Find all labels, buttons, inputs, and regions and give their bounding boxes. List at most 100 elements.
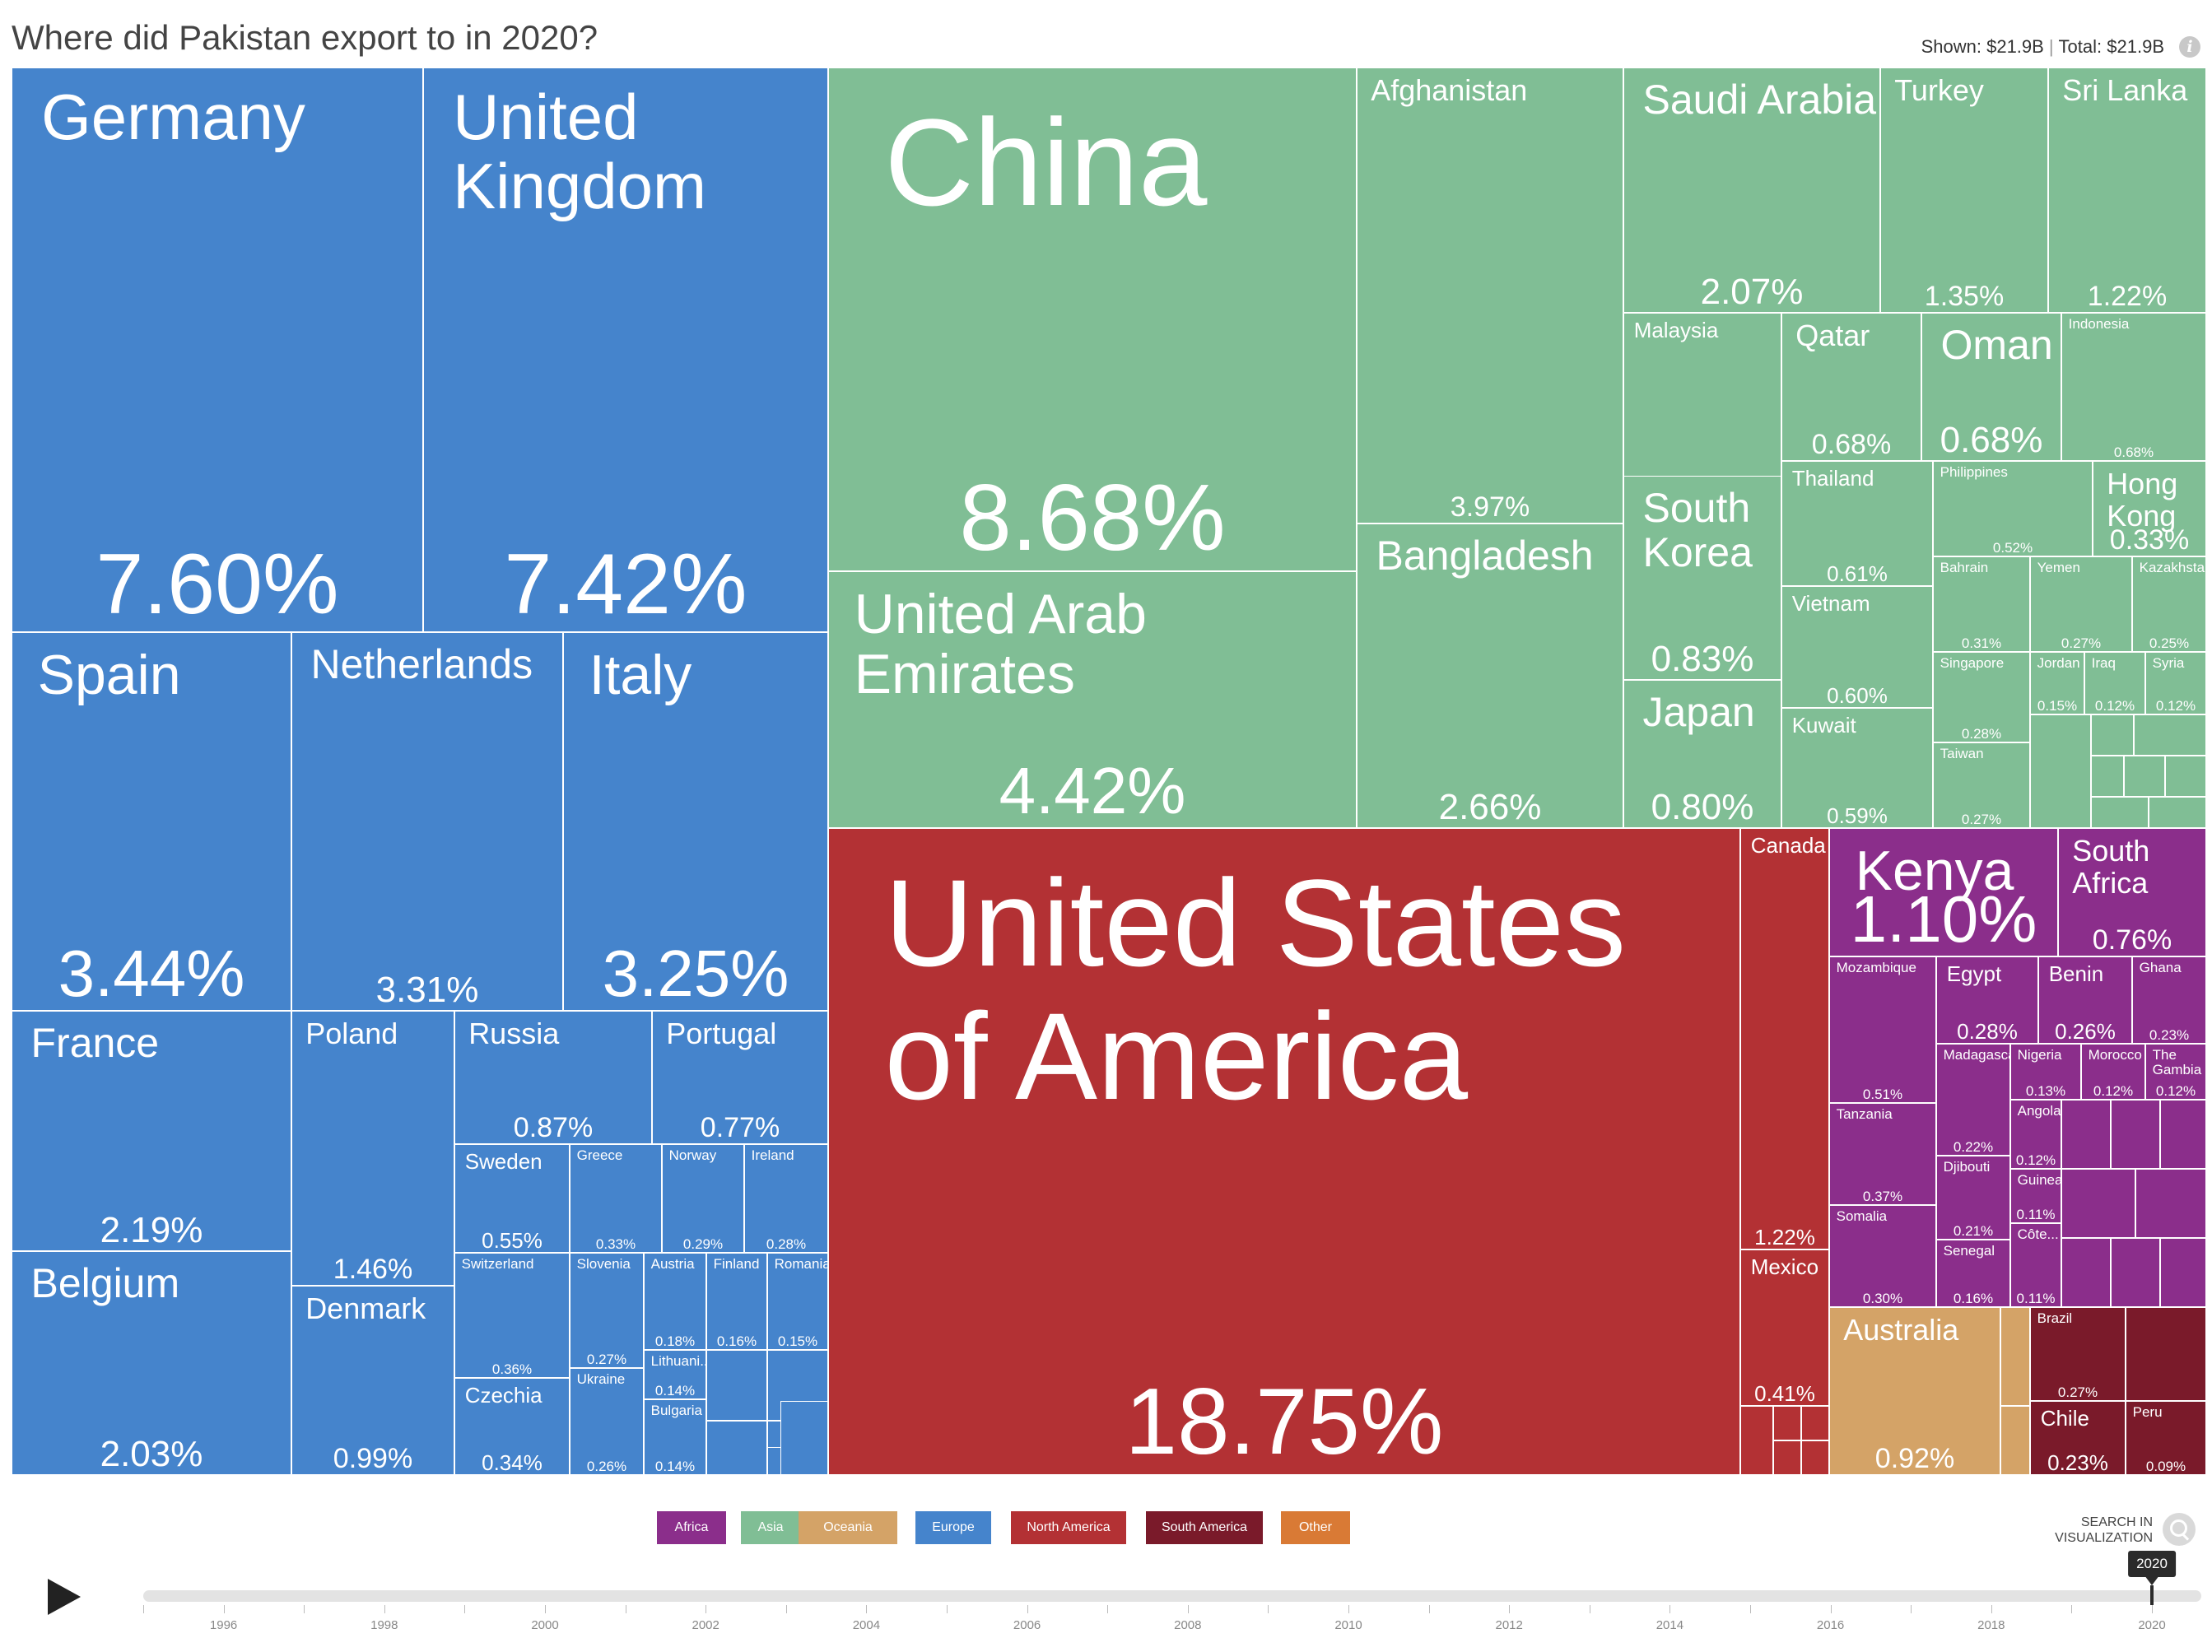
treemap-cell-minor[interactable] [2111, 1100, 2160, 1169]
treemap-cell-saudi-arabia[interactable]: Saudi Arabia 2.07% [1623, 67, 1880, 313]
timeline-year-label[interactable]: 2004 [852, 1618, 881, 1632]
treemap-cell-minor[interactable] [2135, 1169, 2206, 1238]
treemap-cell-italy[interactable]: Italy 3.25% [563, 632, 828, 1011]
treemap-cell-minor[interactable] [2126, 1307, 2206, 1401]
treemap-cell-jordan[interactable]: Jordan 0.15% [2030, 652, 2084, 714]
timeline-year-label[interactable]: 1998 [370, 1618, 398, 1632]
search-button[interactable] [2163, 1513, 2196, 1546]
treemap-cell-south-korea[interactable]: South Korea 0.83% [1623, 476, 1781, 680]
treemap-cell-united-kingdom[interactable]: United Kingdom 7.42% [423, 67, 828, 632]
timeline-handle[interactable] [2150, 1585, 2154, 1605]
treemap-cell-senegal[interactable]: Senegal 0.16% [1936, 1240, 2010, 1307]
treemap-cell-slovenia[interactable]: Slovenia 0.27% [570, 1253, 644, 1368]
treemap-cell-yemen[interactable]: Yemen 0.27% [2030, 556, 2132, 652]
treemap-cell-minor[interactable] [2000, 1307, 2030, 1406]
treemap-cell-singapore[interactable]: Singapore 0.28% [1933, 652, 2030, 742]
treemap-cell-thailand[interactable]: Thailand 0.61% [1781, 461, 1933, 586]
treemap-cell-russia[interactable]: Russia 0.87% [454, 1011, 652, 1144]
treemap-cell-minor[interactable] [2091, 797, 2149, 828]
treemap-cell-vietnam[interactable]: Vietnam 0.60% [1781, 586, 1933, 708]
treemap-cell-kazakhstan[interactable]: Kazakhstan 0.25% [2132, 556, 2206, 652]
treemap-cell-minor[interactable] [2061, 1169, 2135, 1238]
timeline-year-label[interactable]: 2020 [2138, 1618, 2166, 1632]
legend-item-europe[interactable]: Europe [915, 1511, 991, 1544]
treemap-cell-lithuani[interactable]: Lithuani... 0.14% [644, 1350, 706, 1399]
legend-item-south-america[interactable]: South America [1146, 1511, 1263, 1544]
treemap-cell-minor[interactable] [1740, 1406, 1773, 1475]
treemap-cell-ghana[interactable]: Ghana 0.23% [2132, 956, 2206, 1044]
treemap-cell-bahrain[interactable]: Bahrain 0.31% [1933, 556, 2030, 652]
timeline-year-label[interactable]: 1996 [209, 1618, 238, 1632]
treemap-cell-c-te[interactable]: Côte... 0.11% [2010, 1223, 2061, 1307]
treemap-cell-minor[interactable] [1801, 1406, 1829, 1440]
treemap-cell-minor[interactable] [1773, 1406, 1801, 1440]
treemap-cell-minor[interactable] [2000, 1406, 2030, 1475]
treemap-cell-turkey[interactable]: Turkey 1.35% [1880, 67, 2048, 313]
treemap-cell-japan[interactable]: Japan 0.80% [1623, 680, 1781, 828]
play-button[interactable] [48, 1579, 81, 1615]
treemap-cell-czechia[interactable]: Czechia 0.34% [454, 1378, 570, 1475]
treemap-cell-china[interactable]: China 8.68% [828, 67, 1357, 571]
treemap-cell-portugal[interactable]: Portugal 0.77% [652, 1011, 828, 1144]
treemap-cell-morocco[interactable]: Morocco 0.12% [2081, 1044, 2145, 1100]
treemap-cell-tanzania[interactable]: Tanzania 0.37% [1829, 1103, 1936, 1205]
treemap-cell-minor[interactable] [2134, 714, 2206, 756]
treemap-cell-minor[interactable] [706, 1421, 767, 1475]
treemap-cell-chile[interactable]: Chile 0.23% [2030, 1401, 2126, 1475]
search-label[interactable]: SEARCH IN VISUALIZATION [2055, 1515, 2153, 1546]
treemap-cell-angola[interactable]: Angola 0.12% [2010, 1100, 2061, 1169]
treemap-cell-minor[interactable] [2091, 714, 2134, 756]
treemap-cell-germany[interactable]: Germany 7.60% [12, 67, 423, 632]
treemap-cell-netherlands[interactable]: Netherlands 3.31% [291, 632, 563, 1011]
treemap-cell-minor[interactable] [2061, 1238, 2111, 1307]
timeline-year-label[interactable]: 2016 [1816, 1618, 1845, 1632]
legend-item-africa[interactable]: Africa [657, 1511, 726, 1544]
info-icon[interactable]: i [2179, 36, 2200, 58]
treemap-cell-poland[interactable]: Poland 1.46% [291, 1011, 454, 1286]
treemap-cell-the-gambia[interactable]: The Gambia 0.12% [2145, 1044, 2206, 1100]
treemap-cell-minor[interactable] [2165, 756, 2206, 797]
treemap-cell-minor[interactable] [2111, 1238, 2160, 1307]
treemap-cell-kenya[interactable]: Kenya 1.10% [1829, 828, 2058, 956]
treemap-cell-syria[interactable]: Syria 0.12% [2145, 652, 2206, 714]
treemap-cell-madagasca[interactable]: Madagasca... 0.22% [1936, 1044, 2010, 1156]
treemap-cell-minor[interactable] [2030, 714, 2091, 828]
treemap-cell-united-states-of-america[interactable]: United States of America 18.75% [828, 828, 1740, 1475]
treemap-cell-sweden[interactable]: Sweden 0.55% [454, 1144, 570, 1253]
treemap-cell-minor[interactable] [2124, 756, 2165, 797]
treemap-cell-ireland[interactable]: Ireland 0.28% [744, 1144, 828, 1253]
treemap-cell-minor[interactable] [2091, 756, 2124, 797]
legend-item-oceania[interactable]: Oceania [799, 1511, 897, 1544]
legend-item-other[interactable]: Other [1281, 1511, 1350, 1544]
treemap-cell-greece[interactable]: Greece 0.33% [570, 1144, 662, 1253]
treemap-cell-somalia[interactable]: Somalia 0.30% [1829, 1205, 1936, 1307]
treemap-cell-romania[interactable]: Romania 0.15% [767, 1253, 828, 1350]
treemap-cell-sri-lanka[interactable]: Sri Lanka 1.22% [2048, 67, 2206, 313]
treemap-cell-mexico[interactable]: Mexico 0.41% [1740, 1249, 1829, 1406]
treemap-cell-peru[interactable]: Peru 0.09% [2126, 1401, 2206, 1475]
treemap-cell-bulgaria[interactable]: Bulgaria 0.14% [644, 1399, 706, 1475]
treemap-cell-france[interactable]: France 2.19% [12, 1011, 291, 1251]
treemap-cell-minor[interactable] [1773, 1440, 1801, 1475]
treemap-cell-spain[interactable]: Spain 3.44% [12, 632, 291, 1011]
treemap-cell-minor[interactable] [780, 1401, 828, 1475]
treemap-cell-benin[interactable]: Benin 0.26% [2038, 956, 2132, 1044]
treemap-cell-guinea[interactable]: Guinea-... 0.11% [2010, 1169, 2061, 1223]
treemap-cell-minor[interactable] [706, 1350, 767, 1421]
treemap-cell-norway[interactable]: Norway 0.29% [662, 1144, 744, 1253]
timeline-year-label[interactable]: 2014 [1656, 1618, 1684, 1632]
treemap-cell-denmark[interactable]: Denmark 0.99% [291, 1286, 454, 1475]
treemap-cell-djibouti[interactable]: Djibouti 0.21% [1936, 1156, 2010, 1240]
treemap-cell-taiwan[interactable]: Taiwan 0.27% [1933, 742, 2030, 828]
timeline-year-label[interactable]: 2012 [1495, 1618, 1523, 1632]
timeline-year-label[interactable]: 2002 [692, 1618, 719, 1632]
treemap-cell-egypt[interactable]: Egypt 0.28% [1936, 956, 2038, 1044]
treemap-cell-united-arab-emirates[interactable]: United Arab Emirates 4.42% [828, 571, 1357, 828]
treemap-cell-austria[interactable]: Austria 0.18% [644, 1253, 706, 1350]
treemap-cell-kuwait[interactable]: Kuwait 0.59% [1781, 708, 1933, 828]
treemap-cell-hong-kong[interactable]: Hong Kong 0.33% [2093, 461, 2206, 556]
treemap-cell-afghanistan[interactable]: Afghanistan 3.97% [1357, 67, 1623, 524]
timeline-slider[interactable] [143, 1590, 2201, 1602]
timeline-year-label[interactable]: 2010 [1334, 1618, 1362, 1632]
treemap-cell-iraq[interactable]: Iraq 0.12% [2084, 652, 2145, 714]
